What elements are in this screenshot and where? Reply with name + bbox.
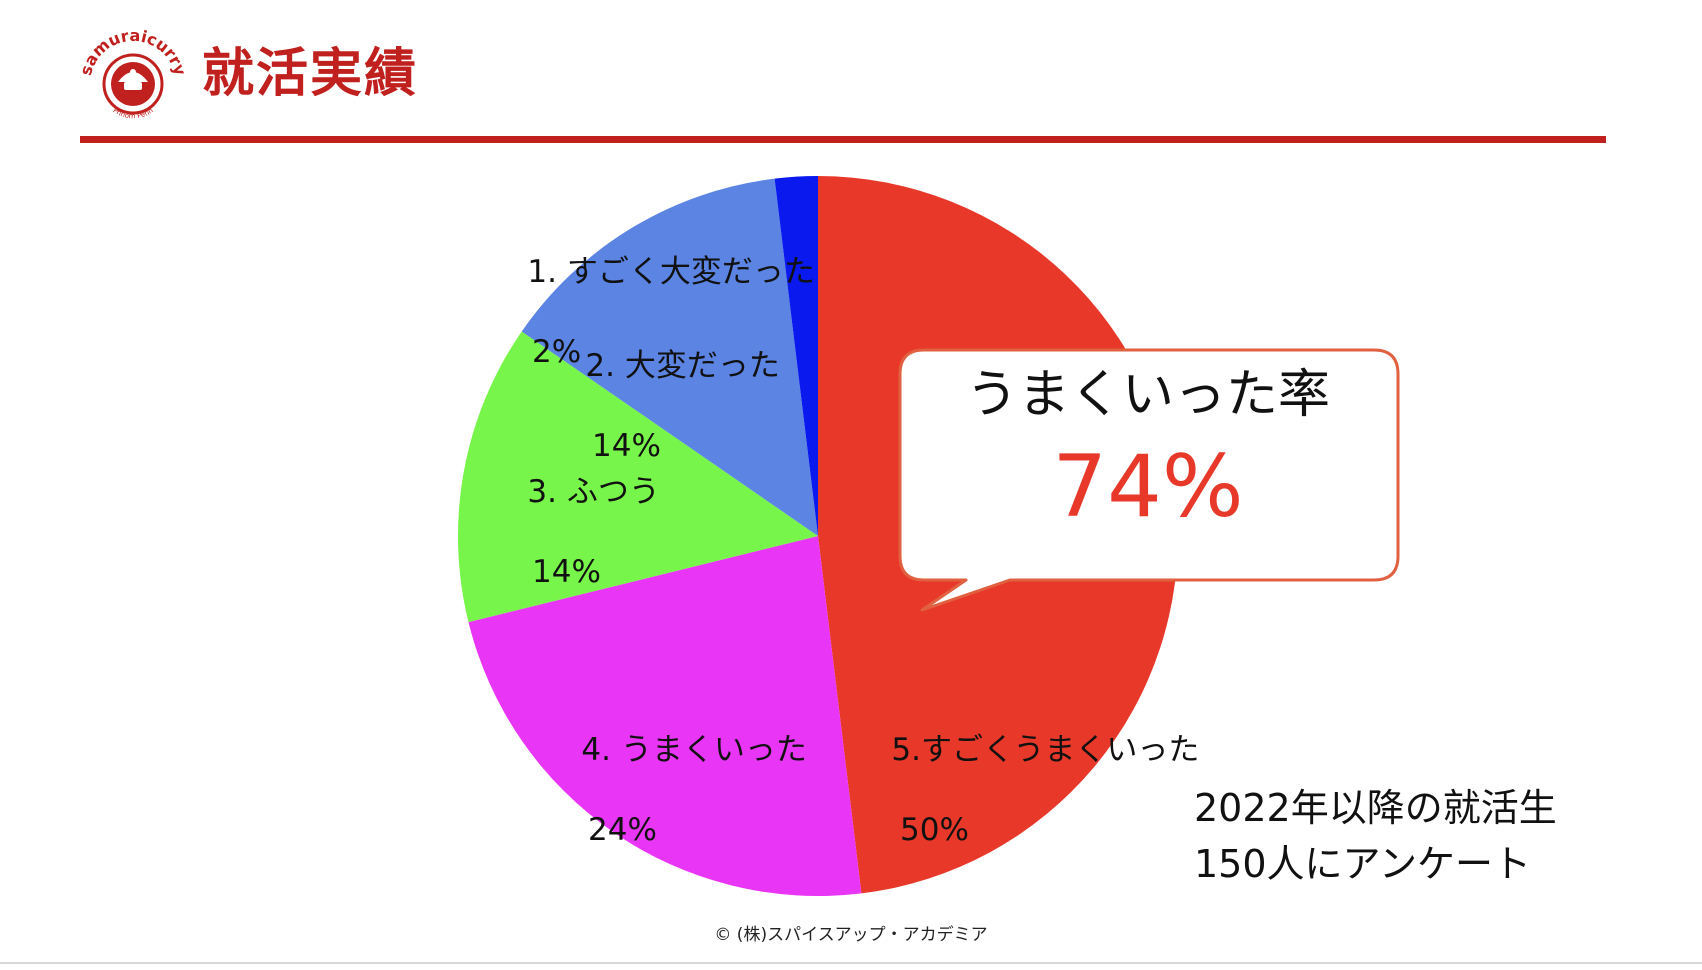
slice-label-went-very-well-value: 50% (900, 812, 969, 848)
slice-label-very-hard-value: 2% (532, 334, 582, 370)
slice-label-very-hard-name: 1. すごく大変だった (527, 254, 815, 290)
slice-label-hard: 2. 大変だった 14% (546, 306, 780, 546)
slice-label-went-very-well: 5.すごくうまくいった 50% (852, 690, 1199, 930)
survey-note: 2022年以降の就活生 150人にアンケート (1194, 780, 1557, 892)
slice-label-normal-value: 14% (532, 554, 601, 590)
slice-label-normal-name: 3. ふつう (527, 474, 660, 510)
slice-label-went-well: 4. うまくいった 24% (542, 690, 807, 930)
slice-label-normal: 3. ふつう 14% (488, 432, 660, 672)
survey-note-line1: 2022年以降の就活生 (1194, 786, 1557, 830)
slice-label-went-well-value: 24% (588, 812, 657, 848)
callout-shape (898, 348, 1400, 612)
pie-slice-2 (468, 536, 862, 896)
slice-label-very-hard: 1. すごく大変だった 2% (488, 212, 815, 452)
callout-value: 74% (1052, 437, 1244, 537)
copyright: © (株)スパイスアップ・アカデミア (714, 925, 988, 945)
slice-label-went-well-name: 4. うまくいった (581, 732, 807, 768)
survey-note-line2: 150人にアンケート (1194, 842, 1532, 886)
page-title: 就活実績 (202, 44, 419, 104)
slice-label-hard-value: 14% (592, 428, 661, 464)
slice-label-went-very-well-name: 5.すごくうまくいった (891, 732, 1200, 768)
footer-divider (0, 962, 1702, 964)
callout-label: うまくいった率 (965, 365, 1330, 425)
title-divider (80, 136, 1606, 143)
slice-label-hard-name: 2. 大変だった (585, 348, 780, 384)
pie-slice-4 (521, 178, 818, 536)
samuraicurry-logo: samuraicurry Phnom Penh (76, 26, 190, 121)
pie-slice-5 (774, 176, 818, 536)
pie-slice-3 (457, 331, 818, 623)
